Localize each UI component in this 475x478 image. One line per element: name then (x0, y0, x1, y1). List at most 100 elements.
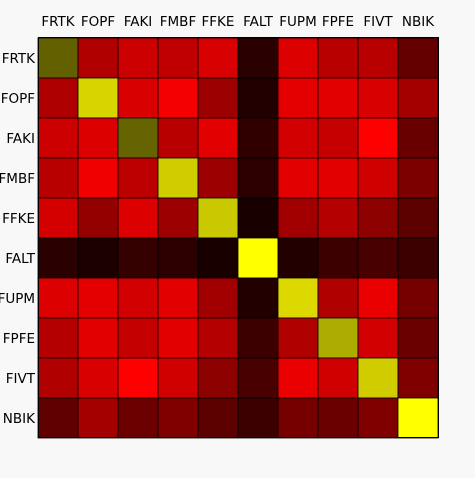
heatmap-cell (37, 397, 79, 439)
heatmap-cell (397, 317, 439, 359)
heatmap-cell (317, 277, 359, 319)
heatmap-cell (397, 117, 439, 159)
heatmap-cell (197, 157, 239, 199)
heatmap-cell (237, 237, 279, 279)
heatmap-cell (157, 197, 199, 239)
heatmap-cell (117, 357, 159, 399)
heatmap-cell (117, 317, 159, 359)
heatmap-cell (357, 277, 399, 319)
heatmap-cell (237, 117, 279, 159)
heatmap-cell (77, 317, 119, 359)
heatmap-cell (197, 77, 239, 119)
y-tick-label: FFKE (2, 211, 35, 227)
heatmap-cell (37, 197, 79, 239)
x-tick-label: FAKI (124, 14, 153, 30)
plot-frame (38, 37, 439, 438)
y-tick-label: FRTK (2, 51, 36, 67)
heatmap-cell (117, 117, 159, 159)
y-tick-label: FAKI (6, 131, 35, 147)
x-axis-labels: FRTK FOPF FAKI FMBF FFKE FALT FUPM FPFE FIVT NBIK (41, 14, 435, 30)
heatmap-cell (157, 317, 199, 359)
heatmap-cell (317, 77, 359, 119)
heatmap-cell (357, 317, 399, 359)
x-tick-label: FOPF (81, 14, 115, 30)
heatmap-cell (317, 197, 359, 239)
heatmap-cell (357, 397, 399, 439)
heatmap-cell (157, 397, 199, 439)
heatmap-cell (157, 357, 199, 399)
heatmap-cell (317, 397, 359, 439)
heatmap-cell (37, 277, 79, 319)
heatmap-cell (157, 117, 199, 159)
heatmap-cell (277, 37, 319, 79)
heatmap-cell (37, 357, 79, 399)
heatmap-cell (277, 397, 319, 439)
heatmap-cell (77, 277, 119, 319)
heatmap-cell (357, 117, 399, 159)
heatmap-cell (157, 157, 199, 199)
heatmap-cell (237, 317, 279, 359)
heatmap-cell (317, 237, 359, 279)
heatmap-cell (197, 357, 239, 399)
heatmap-cell (237, 277, 279, 319)
x-tick-label: FPFE (322, 14, 354, 30)
heatmap-cell (37, 37, 79, 79)
heatmap-cell (197, 197, 239, 239)
heatmap-cell (197, 117, 239, 159)
heatmap-cell (277, 237, 319, 279)
heatmap-cell (397, 37, 439, 79)
heatmap-cells (37, 37, 439, 439)
heatmap-cell (197, 237, 239, 279)
heatmap-cell (357, 37, 399, 79)
y-tick-label: FUPM (0, 291, 35, 307)
heatmap-cell (317, 37, 359, 79)
heatmap-cell (357, 197, 399, 239)
heatmap-cell (317, 317, 359, 359)
y-tick-label: FPFE (3, 331, 35, 347)
heatmap-cell (277, 157, 319, 199)
heatmap-cell (357, 77, 399, 119)
heatmap-cell (37, 157, 79, 199)
heatmap-cell (37, 237, 79, 279)
heatmap-cell (357, 237, 399, 279)
heatmap-cell (237, 77, 279, 119)
heatmap-cell (317, 357, 359, 399)
heatmap-cell (117, 157, 159, 199)
heatmap-cell (237, 157, 279, 199)
heatmap-cell (357, 157, 399, 199)
heatmap-cell (77, 157, 119, 199)
heatmap-cell (277, 197, 319, 239)
heatmap-cell (277, 277, 319, 319)
heatmap-cell (397, 237, 439, 279)
heatmap-cell (157, 237, 199, 279)
heatmap-cell (37, 117, 79, 159)
heatmap-cell (77, 237, 119, 279)
heatmap-cell (197, 397, 239, 439)
y-tick-label: FIVT (6, 371, 36, 387)
y-tick-label: NBIK (3, 411, 36, 427)
x-tick-label: FALT (243, 14, 273, 30)
heatmap-cell (77, 357, 119, 399)
heatmap-cell (77, 77, 119, 119)
heatmap-cell (37, 77, 79, 119)
heatmap-cell (117, 277, 159, 319)
x-tick-label: FMBF (160, 14, 196, 30)
heatmap-cell (397, 277, 439, 319)
heatmap-cell (317, 117, 359, 159)
heatmap-cell (157, 37, 199, 79)
heatmap-cell (357, 357, 399, 399)
heatmap-cell (77, 117, 119, 159)
heatmap-cell (397, 357, 439, 399)
heatmap-cell (237, 357, 279, 399)
y-axis-labels: FRTK FOPF FAKI FMBF FFKE FALT FUPM FPFE FIVT NBIK (0, 51, 36, 427)
heatmap-cell (237, 397, 279, 439)
heatmap-cell (117, 197, 159, 239)
heatmap-cell (77, 37, 119, 79)
heatmap-cell (117, 397, 159, 439)
heatmap-cell (237, 197, 279, 239)
y-tick-label: FOPF (1, 91, 35, 107)
heatmap-cell (317, 157, 359, 199)
heatmap-cell (277, 317, 319, 359)
y-tick-label: FMBF (0, 171, 35, 187)
